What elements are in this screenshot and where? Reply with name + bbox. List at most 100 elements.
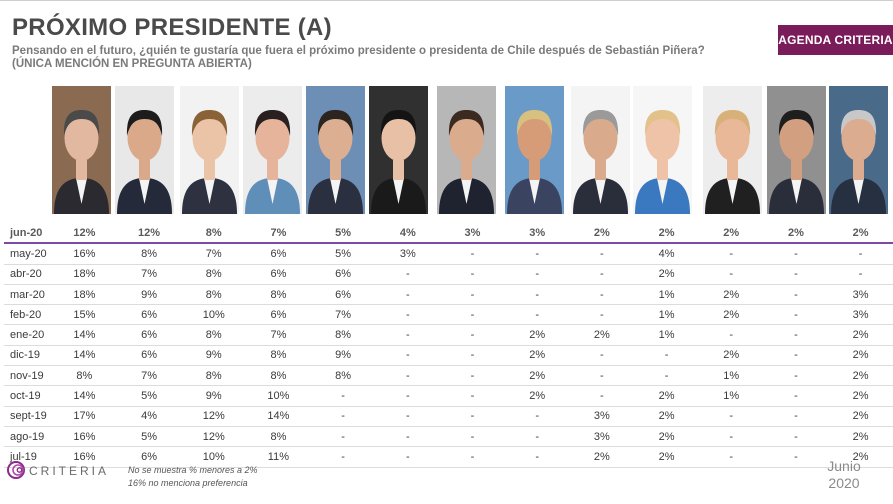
portrait-silhouette xyxy=(767,86,826,214)
table-cell: 6% xyxy=(116,345,182,367)
table-cell: - xyxy=(504,243,570,265)
table-cell: 7% xyxy=(310,304,376,326)
table-cell: - xyxy=(504,406,570,427)
table-cell: 18% xyxy=(52,264,117,285)
table-cell: 2% xyxy=(504,324,570,346)
table-cell: 2% xyxy=(569,446,635,468)
table-cell: 10% xyxy=(246,385,311,407)
table-cell: 9% xyxy=(181,345,247,367)
table-cell: 3% xyxy=(569,406,635,427)
table-cell: 10% xyxy=(181,446,247,468)
candidate-photo-4 xyxy=(243,86,302,214)
table-row: dic-19 14% 6% 9% 8% 9% - -2% - -2% -2% xyxy=(4,345,893,367)
table-row: feb-20 15% 6% 10% 6% 7% - - - -1% 2% -3% xyxy=(4,304,893,326)
table-cell: 8% xyxy=(310,324,376,346)
table-cell: 7% xyxy=(246,223,311,245)
table-cell: - xyxy=(310,426,376,448)
table-cell: 2% xyxy=(828,324,893,346)
table-cell: 3% xyxy=(569,426,635,448)
portrait-silhouette xyxy=(243,86,302,214)
table-cell: - xyxy=(504,284,570,306)
table-cell: 7% xyxy=(116,264,182,285)
table-cell: - xyxy=(569,385,635,407)
table-cell: 7% xyxy=(181,243,247,265)
row-period-label: mar-20 xyxy=(4,284,52,306)
table-cell: 6% xyxy=(246,243,311,265)
table-cell: 12% xyxy=(116,223,182,245)
table-cell: - xyxy=(634,365,699,387)
table-cell: 9% xyxy=(181,385,247,407)
table-cell: 1% xyxy=(698,365,764,387)
table-cell: - xyxy=(375,385,441,407)
table-cell: 2% xyxy=(634,406,699,427)
candidate-photo-12 xyxy=(767,86,826,214)
table-cell: 2% xyxy=(504,385,570,407)
table-cell: - xyxy=(310,446,376,468)
table-row: oct-19 14% 5% 9% 10% - - -2% -2% 1% -2% xyxy=(4,385,893,407)
table-cell: - xyxy=(440,284,505,306)
portrait-silhouette xyxy=(571,86,630,214)
candidate-photo-6 xyxy=(369,86,428,214)
table-cell: - xyxy=(569,264,635,285)
table-cell: 1% xyxy=(634,304,699,326)
candidate-photo-5 xyxy=(306,86,365,214)
table-cell: - xyxy=(440,324,505,346)
table-cell: - xyxy=(569,243,635,265)
table-cell: 2% xyxy=(698,284,764,306)
table-cell: 14% xyxy=(52,324,117,346)
table-cell: 2% xyxy=(634,223,699,245)
table-cell: - xyxy=(698,446,764,468)
candidate-photo-3 xyxy=(180,86,239,214)
table-cell: 8% xyxy=(181,284,247,306)
table-cell: - xyxy=(310,406,376,427)
row-period-label: may-20 xyxy=(4,243,52,265)
table-cell: 11% xyxy=(246,446,311,468)
table-cell: - xyxy=(698,324,764,346)
row-period-label: jun-20 xyxy=(4,223,52,245)
table-cell: 6% xyxy=(310,284,376,306)
report-year: 2020 xyxy=(828,475,860,491)
table-cell: - xyxy=(763,304,829,326)
table-cell: - xyxy=(375,406,441,427)
table-cell: - xyxy=(504,304,570,326)
table-cell: 7% xyxy=(246,324,311,346)
table-cell: 16% xyxy=(52,446,117,468)
row-period-label: oct-19 xyxy=(4,385,52,407)
portrait-silhouette xyxy=(633,86,692,214)
table-cell: - xyxy=(828,264,893,285)
table-row: jul-19 16% 6% 10% 11% - - - -2% 2% - -2% xyxy=(4,446,893,468)
table-cell: 3% xyxy=(440,223,505,245)
portrait-silhouette xyxy=(180,86,239,214)
table-cell: 7% xyxy=(116,365,182,387)
table-cell: 2% xyxy=(504,345,570,367)
page-title: PRÓXIMO PRESIDENTE (A) xyxy=(12,14,332,41)
table-cell: 8% xyxy=(181,324,247,346)
table-cell: 17% xyxy=(52,406,117,427)
table-cell: - xyxy=(634,345,699,367)
table-cell: 8% xyxy=(181,365,247,387)
table-cell: 1% xyxy=(698,385,764,407)
table-cell: 2% xyxy=(828,365,893,387)
row-period-label: dic-19 xyxy=(4,345,52,367)
table-cell: 4% xyxy=(634,243,699,265)
criteria-logo-icon xyxy=(7,461,25,479)
table-cell: - xyxy=(828,243,893,265)
table-cell: 8% xyxy=(116,243,182,265)
table-cell: - xyxy=(440,426,505,448)
table-row: mar-20 18% 9% 8% 8% 6% - - - -1% 2% -3% xyxy=(4,284,893,306)
table-cell: - xyxy=(763,426,829,448)
table-cell: 1% xyxy=(634,284,699,306)
subtitle-note: (ÚNICA MENCIÓN EN PREGUNTA ABIERTA) xyxy=(12,58,252,70)
table-cell: - xyxy=(763,243,829,265)
table-row: ene-20 14% 6% 8% 7% 8% - -2% 2% 1% - -2% xyxy=(4,324,893,346)
table-cell: 8% xyxy=(246,426,311,448)
table-cell: - xyxy=(698,426,764,448)
table-cell: 2% xyxy=(504,365,570,387)
table-cell: - xyxy=(375,345,441,367)
table-cell: 6% xyxy=(116,324,182,346)
table-cell: - xyxy=(375,264,441,285)
table-cell: 2% xyxy=(828,426,893,448)
portrait-silhouette xyxy=(52,86,111,214)
table-cell: 8% xyxy=(246,284,311,306)
table-cell: - xyxy=(504,264,570,285)
